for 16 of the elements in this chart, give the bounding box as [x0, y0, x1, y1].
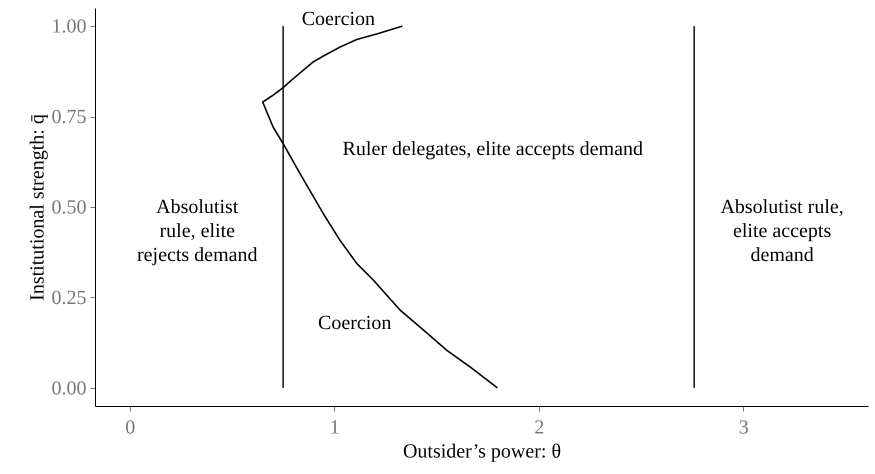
x-axis-title: Outsider’s power: θ: [402, 440, 562, 462]
y-tick-label: 0.50: [52, 196, 86, 218]
annotation: Coercion: [302, 8, 376, 30]
y-axis-title: Institutional strength: q̄: [26, 114, 48, 301]
x-tick-label: 2: [534, 416, 544, 438]
y-tick-label: 1.00: [52, 16, 86, 38]
x-tick-label: 0: [125, 416, 136, 438]
y-tick-label: 0.75: [52, 106, 86, 128]
annotation: Ruler delegates, elite accepts demand: [342, 138, 643, 160]
x-tick-label: 1: [330, 416, 340, 438]
annotation: Absolutist rule, elite accepts demand: [720, 196, 844, 266]
y-tick-label: 0.25: [52, 286, 86, 309]
x-tick-label: 3: [738, 416, 749, 438]
annotation: Absolutist rule, elite rejects demand: [137, 196, 258, 266]
y-tick-label: 0.00: [52, 377, 86, 400]
annotation: Coercion: [318, 312, 392, 334]
